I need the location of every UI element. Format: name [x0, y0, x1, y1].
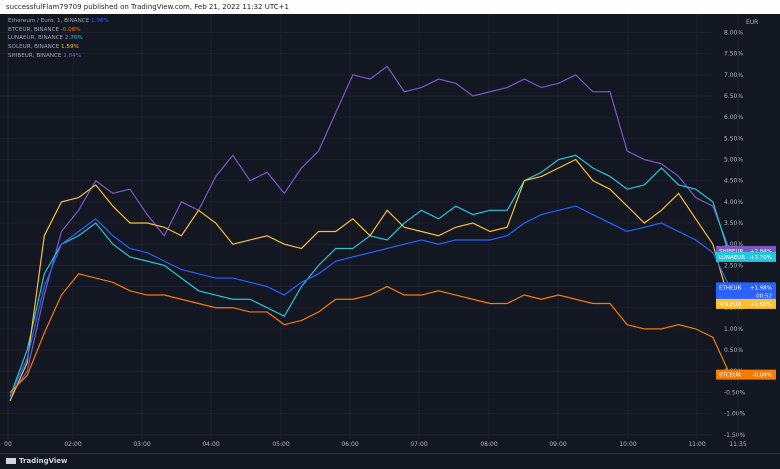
price-label[interactable]: SOLEUR +1.59%: [716, 298, 776, 309]
legend-row[interactable]: Ethereum / Euro, 1, BINANCE 1.98%: [8, 18, 109, 24]
price-label-countdown: 00:52: [756, 293, 772, 299]
y-tick-label: 5.00%: [724, 157, 743, 164]
y-tick-label: 6.00%: [724, 114, 743, 121]
y-tick-label: 8.00%: [724, 29, 743, 36]
x-tick-label: 08:00: [480, 441, 497, 448]
legend-row[interactable]: SOLEUR, BINANCE 1.59%: [8, 44, 79, 51]
x-tick-label: 07:00: [410, 441, 427, 448]
x-tick-label: 05:00: [272, 441, 289, 448]
y-tick-label: 4.50%: [724, 178, 743, 185]
tradingview-logo[interactable]: TradingView: [6, 457, 68, 466]
price-label-name: BTCEUR: [719, 373, 741, 379]
price-label[interactable]: BTCEUR -0.08%: [716, 369, 776, 380]
price-label-value: +1.59%: [750, 302, 772, 308]
price-label-bg: [716, 369, 776, 380]
y-tick-label: 3.50%: [724, 220, 743, 227]
series-line[interactable]: [9, 158, 731, 402]
x-tick-label: 03:00: [133, 441, 150, 448]
legend: Ethereum / Euro, 1, BINANCE 1.98% BTCEUR…: [8, 17, 109, 61]
price-label-name: LUNAEUR: [719, 255, 745, 261]
publish-header: successfulFlam79709 published on Trading…: [0, 0, 780, 14]
footer: TradingView: [0, 453, 780, 469]
price-label-bg: [716, 245, 776, 256]
currency-label: EUR: [746, 19, 758, 26]
chart-area[interactable]: 8.00% 7.50% 7.00% 6.50% 6.00% 5.50% 5.00% 4.50%…: [0, 14, 780, 453]
price-label-value: -0.08%: [753, 373, 772, 379]
series-line[interactable]: [9, 65, 731, 397]
y-tick-label: 0.50%: [724, 347, 743, 354]
y-tick-label: 6.50%: [724, 93, 743, 100]
price-label[interactable]: ETHEUR +1.98% 00:52: [716, 282, 776, 300]
x-tick-label: 04:00: [202, 441, 219, 448]
x-tick-label: 11:00: [688, 441, 705, 448]
x-tick-label: 02:00: [64, 441, 81, 448]
y-tick-label: 5.50%: [724, 135, 743, 142]
price-label[interactable]: LUNAEUR +2.70%: [716, 251, 776, 262]
price-label-bg: [716, 282, 776, 300]
y-tick-label: 4.00%: [724, 199, 743, 206]
y-tick-label: 7.00%: [724, 72, 743, 79]
price-label-name: SOLEUR: [719, 302, 741, 308]
legend-row[interactable]: SHIBEUR, BINANCE 2.84%: [8, 52, 82, 59]
series-line[interactable]: [9, 205, 731, 397]
x-tick-label: 00: [4, 441, 12, 448]
y-tick-label: 3.00%: [724, 241, 743, 248]
y-tick-label: -1.00%: [724, 411, 746, 418]
series-line[interactable]: [9, 273, 731, 393]
x-tick-label: 06:00: [341, 441, 358, 448]
x-tick-label: 10:00: [619, 441, 636, 448]
y-tick-label: -0.50%: [724, 389, 746, 396]
y-tick-label: 1.00%: [724, 326, 743, 333]
legend-row[interactable]: LUNAEUR, BINANCE 2.70%: [8, 35, 83, 42]
x-tick-label: 11:35: [729, 441, 746, 448]
price-label-value: +1.98%: [750, 285, 772, 291]
price-label-bg: [716, 298, 776, 309]
price-label-value: +2.70%: [750, 255, 772, 261]
x-tick-label: 09:00: [549, 441, 566, 448]
y-tick-label: 7.50%: [724, 51, 743, 58]
y-tick-label: -1.50%: [724, 432, 746, 439]
legend-row[interactable]: BTCEUR, BINANCE -0.08%: [8, 26, 81, 33]
series-line[interactable]: [9, 154, 731, 397]
y-tick-label: 2.50%: [724, 262, 743, 269]
price-label-bg: [716, 251, 776, 262]
tradingview-logo-icon: [6, 458, 16, 464]
price-label-name: ETHEUR: [719, 285, 741, 291]
